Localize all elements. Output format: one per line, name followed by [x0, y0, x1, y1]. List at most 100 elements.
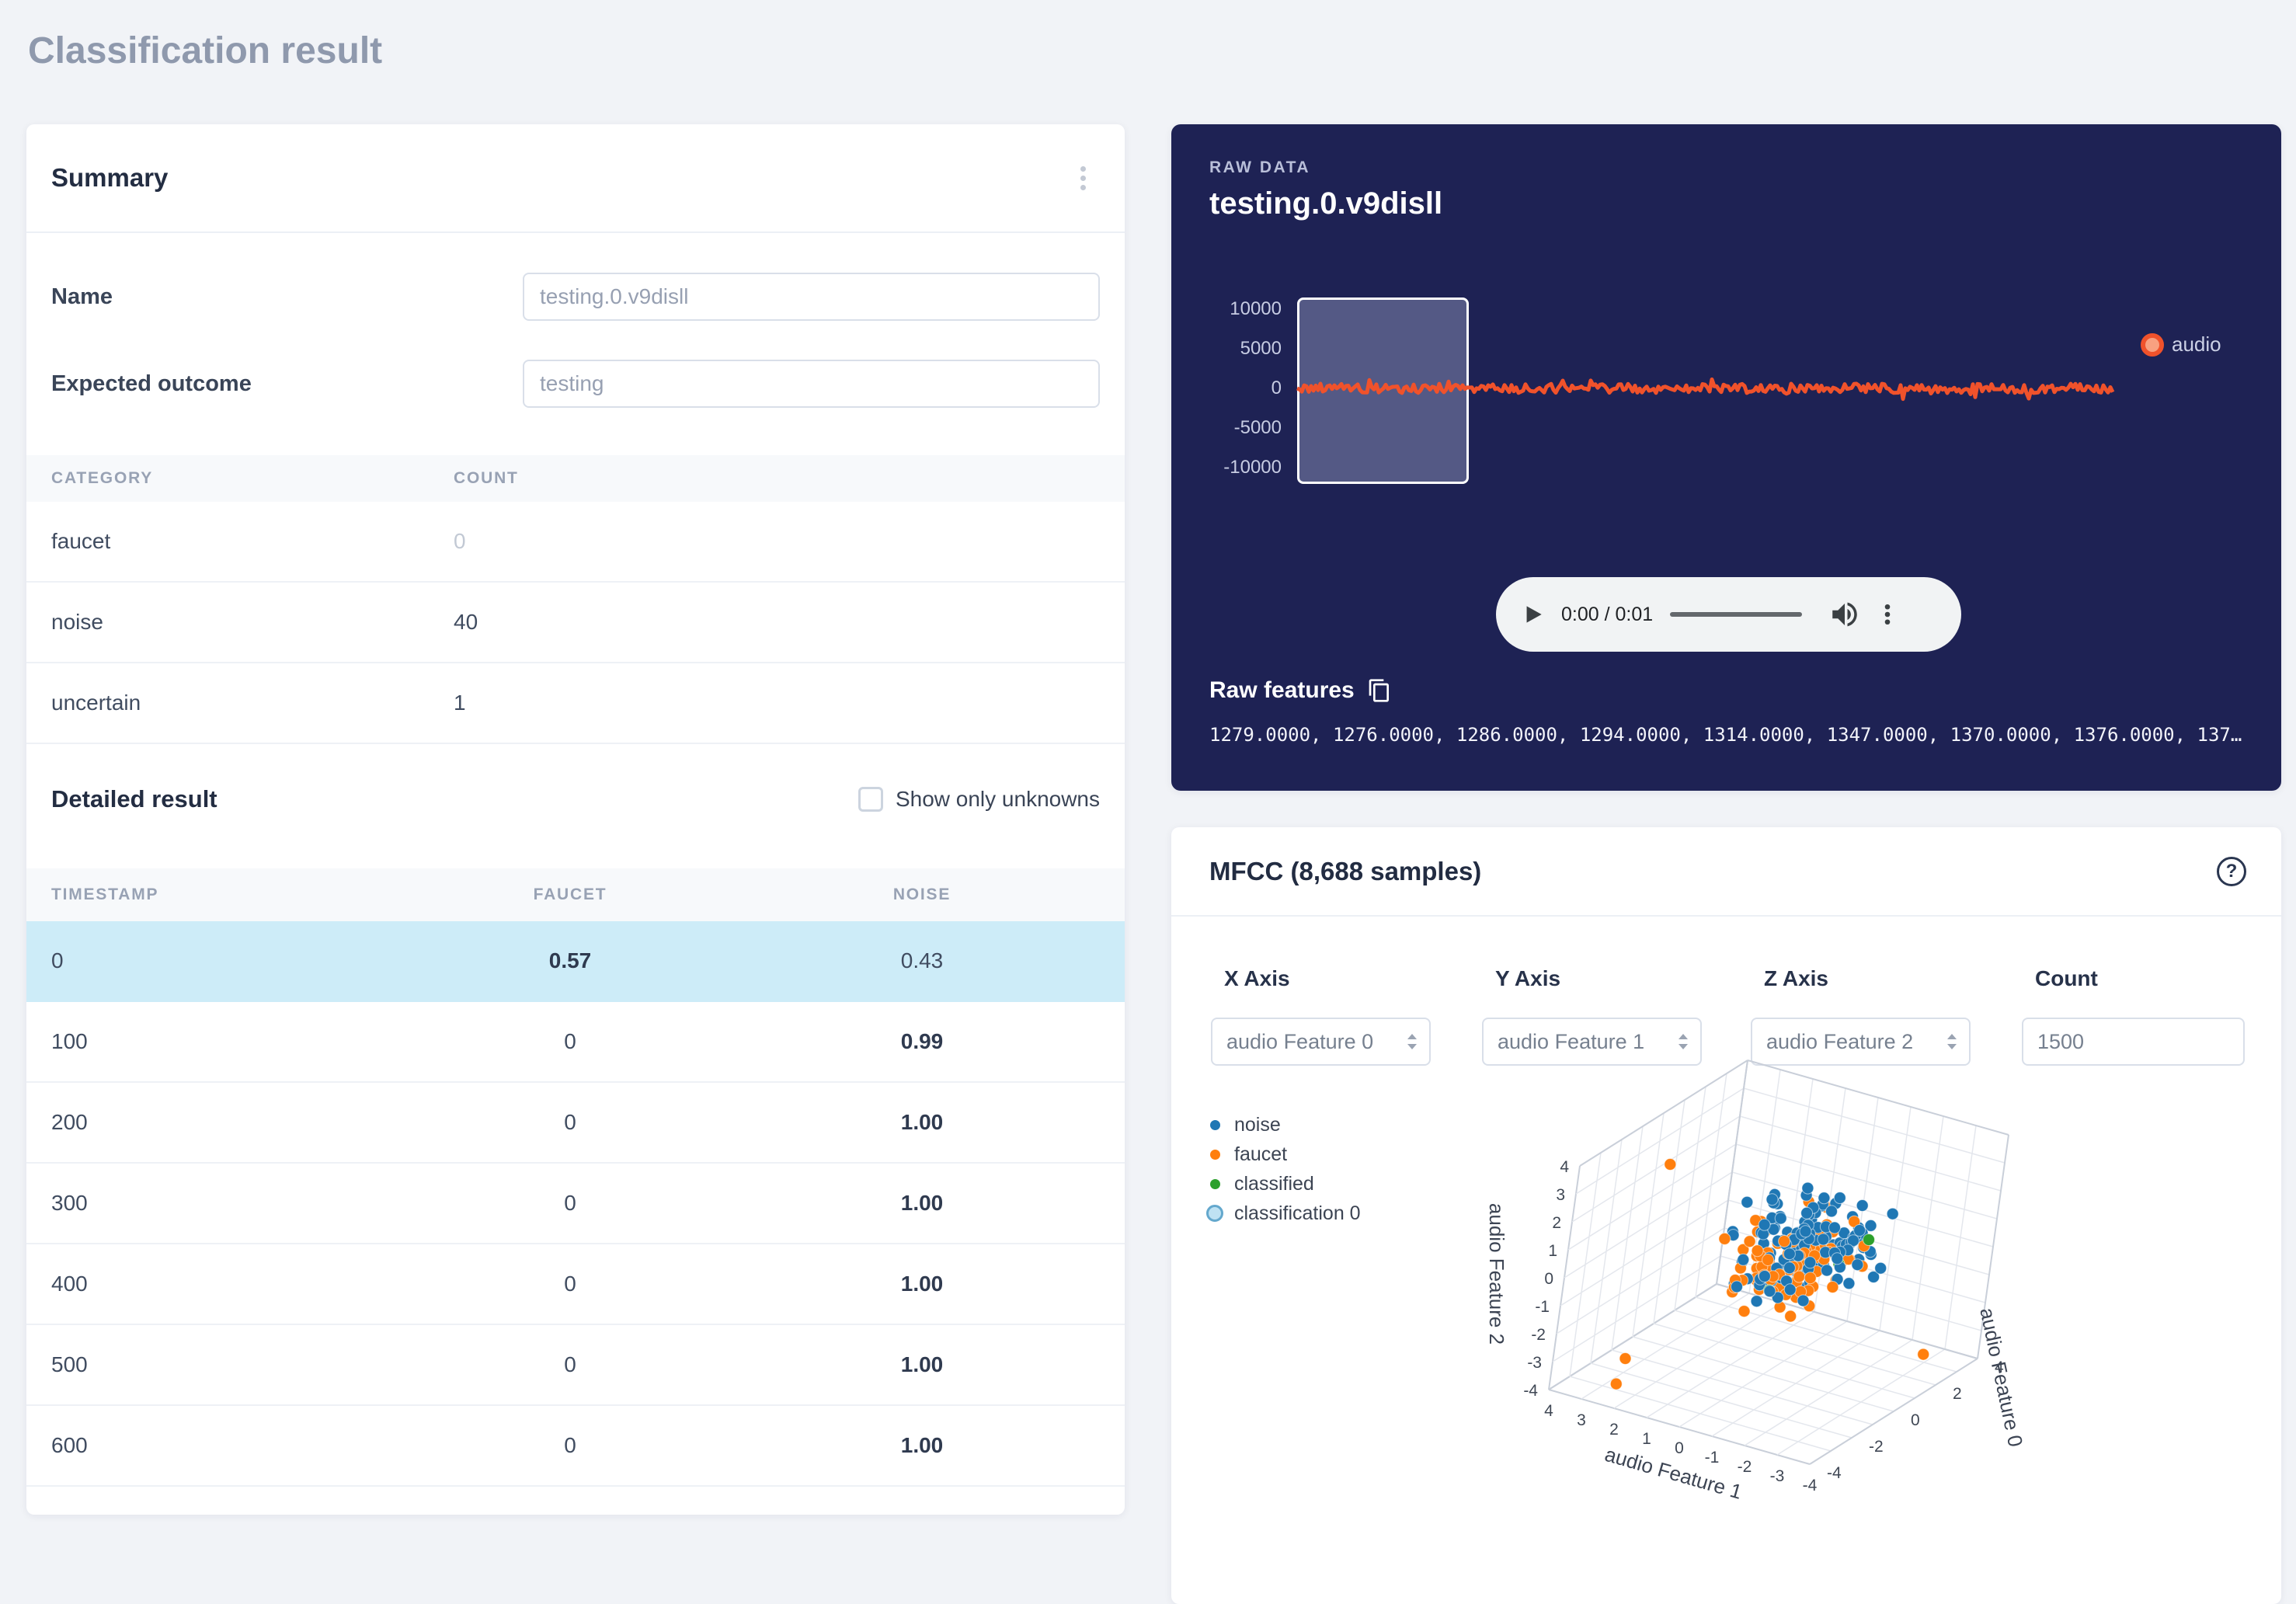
table-row[interactable]: 300 0 1.00 — [26, 1164, 1125, 1244]
z-axis-control: Z Axis audio Feature 2 — [1751, 966, 1971, 1066]
faucet-cell: 0.57 — [548, 948, 592, 972]
count-cell: 1 — [454, 691, 466, 715]
legend-item[interactable]: faucet — [1205, 1140, 1361, 1169]
table-row[interactable]: 400 0 1.00 — [26, 1244, 1125, 1325]
timestamp-cell: 300 — [51, 1191, 88, 1215]
expected-outcome-input[interactable] — [523, 360, 1100, 408]
noise-legend-dot — [1209, 1119, 1220, 1130]
legend-item[interactable]: classification 0 — [1205, 1199, 1361, 1228]
y-tick: -10000 — [1223, 457, 1282, 478]
expected-outcome-field-row: Expected outcome — [51, 348, 1100, 419]
faucet-cell: 0 — [564, 1352, 576, 1376]
z-axis-label: Z Axis — [1764, 966, 1828, 990]
raw-data-title: testing.0.v9disll — [1209, 186, 1443, 221]
name-label: Name — [51, 284, 113, 309]
audio-legend-label: audio — [2172, 332, 2221, 356]
svg-text:0: 0 — [1911, 1411, 1920, 1429]
mfcc-header: MFCC (8,688 samples) ? — [1171, 827, 2281, 917]
svg-text:2: 2 — [1953, 1385, 1962, 1403]
svg-text:audio Feature 0: audio Feature 0 — [1975, 1306, 2027, 1449]
classified-legend-dot — [1209, 1178, 1220, 1189]
svg-text:1: 1 — [1548, 1242, 1557, 1260]
summary-card: Summary Name Expected outcome CATEGORY C… — [26, 124, 1125, 1515]
faucet-cell: 0 — [564, 1191, 576, 1215]
play-icon[interactable] — [1519, 601, 1546, 628]
legend-item[interactable]: noise — [1205, 1110, 1361, 1140]
select-arrows-icon — [1407, 1034, 1417, 1049]
select-arrows-icon — [1679, 1034, 1688, 1049]
svg-text:2: 2 — [1609, 1421, 1619, 1439]
show-only-unknowns[interactable]: Show only unknowns — [858, 787, 1100, 812]
y-axis-control: Y Axis audio Feature 1 — [1482, 966, 1702, 1066]
svg-text:2: 2 — [1552, 1214, 1561, 1232]
svg-text:0: 0 — [1675, 1439, 1684, 1457]
detailed-table-header: TIMESTAMP FAUCET NOISE — [26, 868, 1125, 921]
help-icon[interactable]: ? — [2217, 856, 2246, 886]
raw-features-row: Raw features — [1209, 677, 1392, 704]
mfcc-title: MFCC (8,688 samples) — [1209, 856, 1482, 886]
raw-data-card: RAW DATA testing.0.v9disll 10000 5000 0 … — [1171, 124, 2281, 791]
x-axis-select[interactable]: audio Feature 0 — [1211, 1018, 1431, 1066]
svg-text:3: 3 — [1577, 1411, 1586, 1429]
mfcc-card: MFCC (8,688 samples) ? X Axis audio Feat… — [1171, 827, 2281, 1604]
x-axis-value: audio Feature 0 — [1226, 1029, 1374, 1053]
mfcc-3d-scatter-chart[interactable]: -4 -3 -2 -1 0 1 2 3 4 4 3 2 1 0 -1 -2 -3 -4 4 2 0 -2 -4 audio F… — [1373, 1045, 2259, 1604]
show-only-unknowns-checkbox[interactable] — [858, 787, 883, 812]
faucet-cell: 0 — [564, 1433, 576, 1457]
y-axis-select[interactable]: audio Feature 1 — [1482, 1018, 1702, 1066]
svg-text:-1: -1 — [1535, 1298, 1550, 1316]
player-progress-bar[interactable] — [1670, 612, 1803, 617]
name-input[interactable] — [523, 273, 1100, 321]
svg-text:audio Feature 2: audio Feature 2 — [1485, 1203, 1508, 1345]
category-cell: faucet — [51, 529, 111, 553]
volume-icon[interactable] — [1828, 598, 1861, 631]
table-row[interactable]: 200 0 1.00 — [26, 1083, 1125, 1164]
faucet-cell: 0 — [564, 1272, 576, 1296]
category-table-header: CATEGORY COUNT — [26, 455, 1125, 502]
svg-text:-1: -1 — [1705, 1449, 1720, 1467]
category-header-cell: CATEGORY — [51, 469, 154, 487]
copy-icon[interactable] — [1367, 678, 1392, 703]
scatter-legend: noise faucet classified classification 0 — [1205, 1110, 1361, 1228]
svg-text:-4: -4 — [1523, 1382, 1538, 1400]
classification-0-legend-dot — [1206, 1205, 1223, 1222]
count-label: Count — [2035, 966, 2098, 990]
table-row[interactable]: 500 0 1.00 — [26, 1325, 1125, 1406]
count-cell: 0 — [454, 529, 466, 553]
summary-fields: Name Expected outcome — [26, 233, 1125, 419]
raw-data-kicker: RAW DATA — [1209, 158, 1311, 176]
table-row[interactable]: 100 0 0.99 — [26, 1002, 1125, 1083]
count-control: Count — [2022, 966, 2245, 1066]
audio-waveform-chart[interactable] — [1288, 318, 2134, 458]
player-menu-icon[interactable] — [1873, 600, 1901, 628]
legend-label: faucet — [1234, 1143, 1288, 1165]
raw-features-label: Raw features — [1209, 677, 1355, 703]
table-row[interactable]: 600 0 1.00 — [26, 1406, 1125, 1487]
legend-item[interactable]: classified — [1205, 1169, 1361, 1199]
audio-player[interactable]: 0:00 / 0:01 — [1496, 577, 1961, 652]
count-input[interactable] — [2022, 1018, 2245, 1066]
table-row: uncertain 1 — [26, 663, 1125, 744]
svg-text:-3: -3 — [1527, 1354, 1542, 1372]
show-only-unknowns-label: Show only unknowns — [895, 787, 1100, 811]
svg-text:-2: -2 — [1738, 1458, 1752, 1476]
y-axis-label: Y Axis — [1495, 966, 1561, 990]
faucet-header-cell: FAUCET — [533, 886, 607, 903]
page-title: Classification result — [28, 30, 383, 71]
timestamp-cell: 400 — [51, 1272, 88, 1296]
summary-menu-icon[interactable] — [1076, 158, 1091, 199]
noise-header-cell: NOISE — [892, 886, 951, 903]
y-tick: 5000 — [1240, 338, 1282, 359]
count-header-cell: COUNT — [454, 469, 519, 487]
timestamp-cell: 100 — [51, 1029, 88, 1053]
waveform-y-axis: 10000 5000 0 -5000 -10000 — [1187, 289, 1282, 487]
svg-text:1: 1 — [1642, 1430, 1651, 1448]
y-axis-value: audio Feature 1 — [1498, 1029, 1645, 1053]
table-row[interactable]: 0 0.57 0.43 — [26, 921, 1125, 1002]
noise-cell: 0.99 — [900, 1029, 944, 1053]
x-axis-label: X Axis — [1224, 966, 1290, 990]
summary-title: Summary — [51, 163, 169, 192]
count-cell: 40 — [454, 610, 478, 634]
z-axis-select[interactable]: audio Feature 2 — [1751, 1018, 1971, 1066]
y-tick: -5000 — [1233, 417, 1282, 438]
